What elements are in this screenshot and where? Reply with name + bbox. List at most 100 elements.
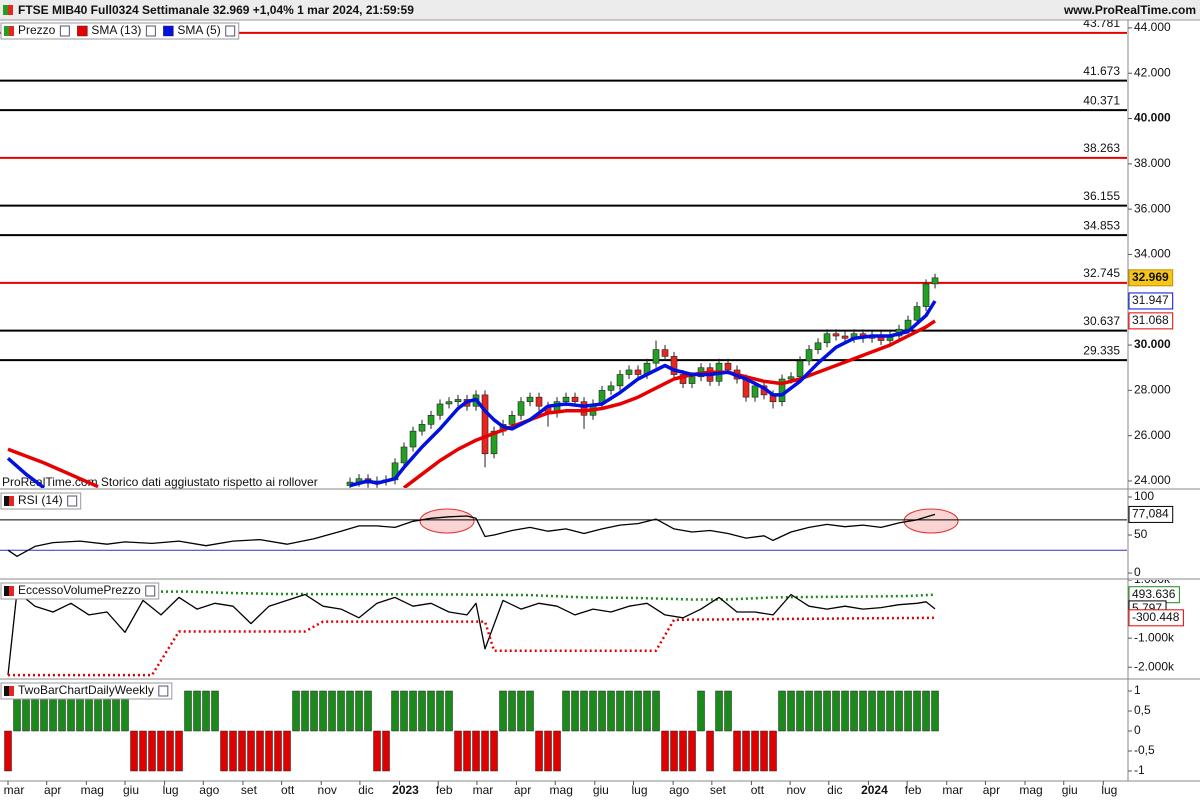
x-tick-label: 2024 bbox=[861, 783, 888, 797]
legend-label: TwoBarChartDailyWeekly bbox=[18, 683, 154, 697]
bar bbox=[283, 730, 291, 772]
y-axis: 24.00026.00028.00030.00032.00034.00036.0… bbox=[1128, 20, 1171, 487]
x-tick-label: ago bbox=[199, 783, 219, 797]
candle-body bbox=[535, 396, 543, 407]
moving-average-line bbox=[7, 319, 936, 488]
candle-body bbox=[751, 385, 759, 398]
y-tick-label: 36.000 bbox=[1134, 201, 1171, 215]
settings-icon bbox=[145, 25, 156, 37]
bar bbox=[166, 730, 174, 772]
bar bbox=[724, 690, 732, 732]
y-tick-label: 0 bbox=[1134, 565, 1141, 579]
candle-body bbox=[445, 401, 453, 405]
level-label: 29.335 bbox=[1083, 343, 1120, 357]
bar bbox=[562, 690, 570, 732]
x-tick-label: giu bbox=[1062, 783, 1078, 797]
bar bbox=[481, 730, 489, 772]
bar bbox=[202, 690, 210, 732]
indicator-line bbox=[7, 590, 936, 676]
bar bbox=[310, 690, 318, 732]
legend-label: SMA (13) bbox=[91, 23, 141, 37]
indicator-line bbox=[7, 513, 936, 557]
x-tick-label: dic bbox=[358, 783, 373, 797]
plot-area bbox=[4, 690, 939, 772]
settings-icon bbox=[225, 25, 236, 37]
bar bbox=[679, 730, 687, 772]
bar bbox=[490, 730, 498, 772]
bar bbox=[346, 690, 354, 732]
candle-body bbox=[526, 396, 534, 402]
value-badge bbox=[1128, 609, 1184, 627]
bar bbox=[274, 730, 282, 772]
bar bbox=[553, 730, 561, 772]
bar bbox=[391, 690, 399, 732]
bar bbox=[931, 690, 939, 732]
candle-body bbox=[787, 376, 795, 380]
legend-icon bbox=[4, 686, 9, 696]
bar bbox=[895, 690, 903, 732]
x-tick-label: lug bbox=[632, 783, 648, 797]
legend-icon bbox=[4, 586, 9, 596]
bar bbox=[886, 690, 894, 732]
level-label: 38.263 bbox=[1083, 141, 1120, 155]
x-tick-label: ott bbox=[281, 783, 295, 797]
bar bbox=[670, 730, 678, 772]
y-tick-label: 44.000 bbox=[1134, 20, 1171, 34]
x-tick-label: nov bbox=[786, 783, 805, 797]
title-icon bbox=[3, 5, 8, 15]
candle-body bbox=[931, 277, 939, 285]
bar bbox=[589, 690, 597, 732]
bar bbox=[454, 730, 462, 772]
bar bbox=[229, 730, 237, 772]
bar bbox=[616, 690, 624, 732]
bar bbox=[697, 690, 705, 732]
bar bbox=[904, 690, 912, 732]
value-badge bbox=[1128, 505, 1174, 523]
candle-body bbox=[436, 403, 444, 416]
bar bbox=[544, 730, 552, 772]
legend-box bbox=[0, 492, 82, 510]
bar bbox=[517, 690, 525, 732]
bar bbox=[580, 690, 588, 732]
title-bar bbox=[0, 0, 1200, 20]
legend-label: RSI (14) bbox=[18, 493, 63, 507]
x-tick-label: set bbox=[710, 783, 727, 797]
y-tick-label: 40.000 bbox=[1134, 111, 1171, 125]
y-tick-label: 0 bbox=[1134, 723, 1141, 737]
bar bbox=[859, 690, 867, 732]
value-badge-label: 493.636 bbox=[1132, 587, 1176, 601]
candle-body bbox=[409, 430, 417, 448]
bar bbox=[769, 730, 777, 772]
bar bbox=[526, 690, 534, 732]
value-badge-label: 31.068 bbox=[1132, 313, 1169, 327]
candle-body bbox=[481, 394, 489, 455]
value-badge-label: -300.448 bbox=[1132, 610, 1180, 624]
x-tick-label: apr bbox=[44, 783, 61, 797]
legend-icon bbox=[9, 586, 14, 596]
bar bbox=[4, 730, 12, 772]
legend-label: Prezzo bbox=[18, 23, 56, 37]
bar bbox=[607, 690, 615, 732]
legend-icon bbox=[4, 496, 9, 506]
legend-icon bbox=[77, 25, 88, 37]
legend-icon bbox=[163, 25, 174, 37]
bar bbox=[751, 730, 759, 772]
bar bbox=[733, 730, 741, 772]
bar bbox=[400, 690, 408, 732]
legend-box bbox=[0, 582, 160, 600]
y-axis: 1.000k -1.000k -2.000k bbox=[1128, 580, 1175, 673]
bar bbox=[418, 690, 426, 732]
bar bbox=[292, 690, 300, 732]
candle-body bbox=[823, 333, 831, 344]
bar bbox=[193, 690, 201, 732]
level-label: 30.637 bbox=[1083, 314, 1120, 328]
bar bbox=[706, 730, 714, 772]
value-badge-label: 77,084 bbox=[1132, 507, 1169, 521]
candle-body bbox=[634, 369, 642, 375]
candle-body bbox=[652, 349, 660, 364]
candle-body bbox=[400, 446, 408, 464]
bar bbox=[598, 690, 606, 732]
bar bbox=[247, 730, 255, 772]
bar bbox=[382, 730, 390, 772]
x-tick-label: lug bbox=[163, 783, 179, 797]
